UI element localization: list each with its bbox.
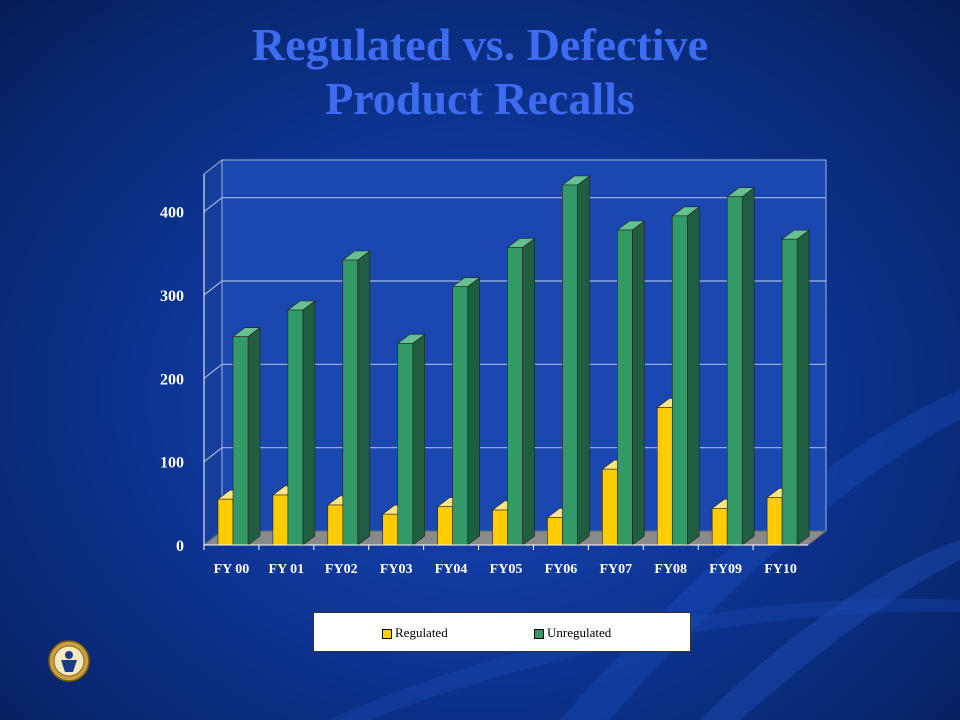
bar-front (452, 286, 468, 546)
bar-unregulated (341, 250, 371, 546)
bar-front (342, 259, 359, 546)
bar-unregulated (561, 175, 591, 546)
y-tick-label: 300 (160, 288, 184, 305)
legend-item-regulated: Regulated (382, 625, 448, 641)
bar-front (437, 506, 453, 546)
bar-side (247, 327, 261, 546)
legend-label-regulated: Regulated (395, 625, 448, 640)
bar-unregulated (396, 333, 426, 546)
bar-front (781, 238, 798, 546)
x-tick-label: FY07 (599, 562, 632, 577)
bar-side (632, 220, 645, 546)
bar-front (382, 513, 399, 546)
y-tick-label: 100 (160, 455, 184, 472)
x-tick-label: FY 01 (269, 562, 305, 577)
x-tick-label: FY02 (325, 562, 358, 577)
bar-unregulated (781, 229, 810, 546)
bar-front (492, 509, 508, 546)
bar-side (686, 206, 700, 546)
bar-side (577, 175, 590, 546)
legend-item-unregulated: Unregulated (534, 625, 611, 641)
gridline (203, 197, 826, 213)
bar-front (287, 309, 304, 546)
bar-front (232, 336, 249, 546)
bar-front (656, 407, 673, 546)
bar-unregulated (671, 206, 701, 546)
x-tick-label: FY08 (654, 562, 687, 577)
chart-side-wall (203, 158, 223, 547)
bar-front (217, 498, 234, 546)
x-tick-label: FY04 (435, 562, 468, 577)
y-tick-label: 0 (176, 538, 184, 555)
chart-legend: Regulated Unregulated (313, 612, 691, 652)
x-tick-label: FY05 (490, 562, 523, 577)
x-tick-label: FY03 (380, 562, 413, 577)
bar-front (711, 508, 728, 546)
bar-side (741, 187, 755, 546)
bar-front (547, 517, 563, 546)
bar-side (467, 277, 480, 546)
bar-front (602, 468, 618, 546)
page-title: Regulated vs. Defective Product Recalls (0, 18, 960, 126)
bar-unregulated (287, 300, 316, 546)
bar-side (357, 250, 371, 546)
bar-front (397, 343, 414, 546)
bar-front (507, 247, 523, 546)
bar-unregulated (726, 187, 756, 546)
x-tick-label: FY10 (764, 562, 797, 577)
legend-swatch-unregulated (534, 629, 544, 640)
bar-front (671, 215, 688, 546)
title-line-1: Regulated vs. Defective (251, 19, 709, 70)
y-tick-label: 400 (160, 205, 184, 222)
bar-front (617, 229, 633, 546)
bar-front (562, 184, 578, 546)
bar-unregulated (451, 277, 481, 546)
bar-side (412, 333, 426, 546)
legend-swatch-regulated (382, 629, 392, 640)
bar-front (726, 196, 743, 546)
x-tick-label: FY09 (709, 562, 742, 577)
bar-side (796, 229, 810, 546)
bar-side (302, 300, 316, 546)
title-line-2: Product Recalls (325, 73, 635, 124)
bar-front (766, 497, 783, 546)
x-tick-label: FY 00 (214, 562, 250, 577)
agency-seal-icon (48, 640, 90, 682)
bar-front (327, 504, 344, 546)
bar-unregulated (232, 327, 261, 546)
x-tick-label: FY06 (545, 562, 578, 577)
y-tick-label: 200 (160, 371, 184, 388)
bar-side (522, 237, 535, 546)
bar-front (272, 494, 289, 546)
legend-label-unregulated: Unregulated (547, 625, 612, 640)
bar-unregulated (506, 237, 536, 546)
bar-unregulated (616, 220, 646, 546)
